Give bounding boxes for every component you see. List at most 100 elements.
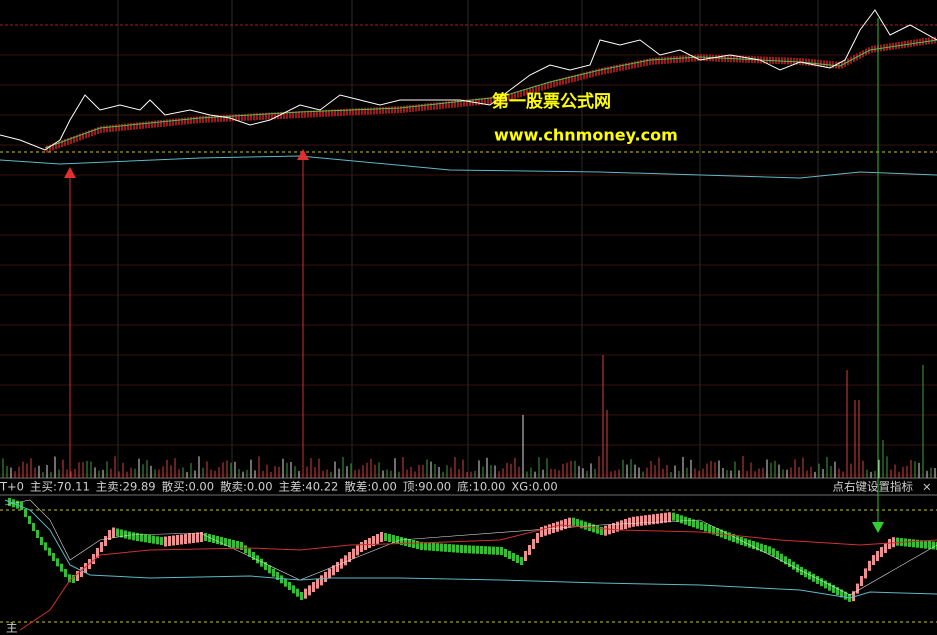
oscillator-cell [896,537,899,546]
oscillator-cell [172,535,175,546]
average-cell [520,90,522,97]
average-cell [127,123,129,131]
oscillator-cell [864,568,867,579]
average-cell [151,120,153,128]
average-cell [136,122,138,130]
average-cell [343,108,345,116]
oscillator-cell [288,582,291,590]
oscillator-cell [932,541,935,550]
average-cell [670,56,672,64]
oscillator-cell [600,527,603,535]
oscillator-cell [100,542,103,552]
oscillator-cell [72,575,75,583]
average-cell [553,80,555,88]
average-cell [595,69,597,77]
average-cell [76,134,78,142]
oscillator-cell [752,541,755,549]
oscillator-cell [64,569,67,577]
average-cell [664,56,666,64]
oscillator-cell [736,535,739,544]
average-cell [550,81,552,88]
oscillator-cell [928,541,931,550]
oscillator-cell [232,540,235,548]
average-cell [673,56,675,64]
average-cell [565,77,567,85]
oscillator-cell [432,542,435,551]
oscillator-cell [112,527,115,538]
oscillator-cell [860,576,863,586]
oscillator-cell [136,533,139,541]
oscillator-cell [244,545,247,554]
average-cell [259,113,261,121]
oscillator-cell [356,545,359,556]
average-cell [79,133,81,141]
average-cell [181,117,183,125]
oscillator-cell [500,547,503,555]
oscillator-cell [44,542,47,551]
oscillator-cell [152,535,155,544]
oscillator-cell [552,523,555,533]
average-cell [526,88,528,96]
average-cell [199,116,201,124]
oscillator-cell [476,545,479,554]
average-cell [394,106,396,114]
oscillator-cell [464,545,467,554]
close-button[interactable]: × [922,480,932,494]
average-cell [193,116,195,124]
average-cell [556,79,558,87]
oscillator-cell [280,575,283,584]
oscillator-cell [424,542,427,551]
oscillator-cell [68,574,71,583]
average-cell [280,112,282,119]
oscillator-cell [120,529,123,538]
average-cell [238,114,240,122]
average-cell [454,100,456,108]
oscillator-cell [580,520,583,529]
oscillator-cell [260,558,263,567]
average-cell [157,120,159,128]
oscillator-cell [216,536,219,544]
average-cell [421,103,423,111]
oscillator-cell [324,572,327,582]
average-cell [796,57,798,65]
average-cell [289,111,291,119]
oscillator-cell [920,540,923,549]
oscillator-cell [132,532,135,541]
average-cell [385,106,387,114]
average-cell [433,102,435,110]
indicator-value: 散买:0.00 [162,480,214,494]
average-cell [511,92,513,100]
oscillator-cell [876,551,879,561]
average-cell [436,102,438,110]
oscillator-cell [264,562,267,570]
oscillator-cell [544,525,547,536]
oscillator-cell [732,534,735,542]
oscillator-cell [912,539,915,548]
average-cell [820,60,822,67]
oscillator-cell [532,539,535,549]
oscillator-cell [196,532,199,543]
oscillator-cell [508,551,511,559]
oscillator-cell [776,551,779,559]
average-cell [484,97,486,105]
oscillator-cell [692,519,695,528]
average-cell [346,108,348,116]
oscillator-cell [176,535,179,545]
average-cell [334,109,336,117]
oscillator-cell [428,542,431,551]
oscillator-cell [404,538,407,546]
average-cell [49,144,51,152]
settings-hint[interactable]: 点右键设置指标 [833,480,914,494]
watermark-url: www.chnmoney.com [494,126,678,145]
oscillator-cell [840,589,843,598]
oscillator-cell [772,548,775,557]
average-cell [817,59,819,67]
average-cell [256,113,258,121]
average-cell [406,105,408,113]
average-cell [508,93,510,101]
average-cell [658,57,660,65]
average-cell [214,115,216,123]
average-cell [133,122,135,130]
average-cell [808,58,810,66]
average-cell [370,107,372,115]
